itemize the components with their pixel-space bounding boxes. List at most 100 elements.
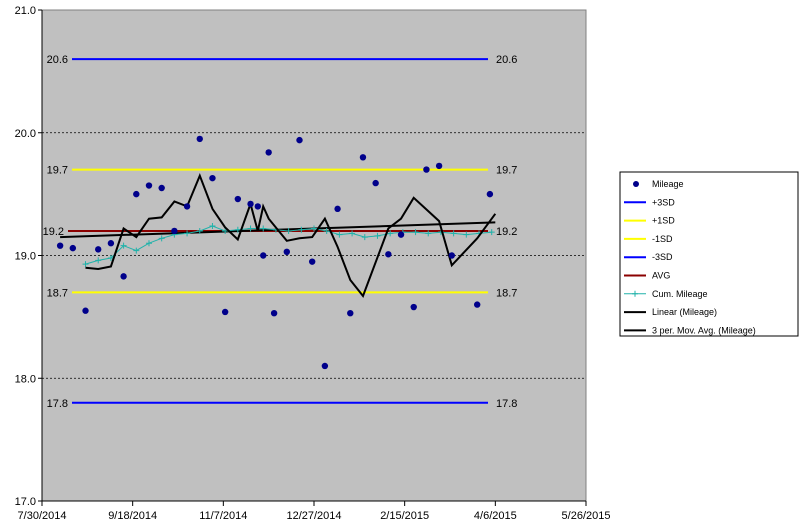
mileage-point [234, 195, 242, 203]
cum-mileage-marker [323, 227, 330, 234]
cum-mileage-marker [184, 230, 191, 237]
mileage-point [171, 227, 178, 235]
mileage-point [423, 166, 430, 173]
mileage-point [260, 252, 267, 259]
mileage-point [196, 135, 203, 143]
cum-mileage-marker [234, 226, 241, 233]
reference-lines: 20.6 20.6 19.7 19.7 18.7 18.7 17.8 17.8 19.2 19.2 [43, 54, 518, 410]
legend-box [619, 171, 799, 337]
legend-label: Mileage [652, 179, 684, 189]
y-tick-label: 20.0 [15, 128, 36, 140]
mileage-point [385, 251, 392, 258]
cum-mileage-marker [145, 240, 152, 247]
legend-label: Linear (Mileage) [652, 307, 717, 317]
x-tick-label: 2/15/2015 [380, 510, 429, 522]
cum-mileage-marker [463, 231, 470, 238]
cum-mileage-marker [158, 235, 165, 242]
axes: 17.0 18.0 19.0 20.0 21.0 7/30/2014 9/18/2014 11… [15, 5, 611, 522]
legend: Mileage +3SD +1SD -1SD -3SD AVG Cum. Mileage Li… [619, 171, 799, 337]
mileage-point [133, 190, 140, 198]
cum-mileage-marker [95, 257, 102, 264]
mileage-point [296, 136, 303, 144]
cum-mileage-marker [196, 227, 203, 234]
cum-mileage-marker [260, 225, 267, 232]
mileage-point [448, 252, 456, 259]
mileage-point [120, 273, 127, 280]
cum-mileage-marker [425, 230, 432, 237]
minus3sd-label-right: 17.8 [496, 398, 517, 410]
legend-swatch-marker [632, 290, 638, 297]
legend-label: +1SD [652, 216, 675, 226]
x-tick-label: 4/6/2015 [474, 510, 517, 522]
x-tick-label: 12/27/2014 [286, 510, 341, 522]
legend-swatch [633, 181, 639, 187]
mileage-point [410, 303, 417, 311]
cum-mileage-marker [285, 227, 292, 234]
mileage-point [265, 149, 272, 156]
y-tick-label: 21.0 [15, 5, 36, 17]
mileage-point [397, 231, 405, 238]
plus3sd-label-right: 20.6 [496, 54, 517, 66]
y-tick-label: 17.0 [15, 496, 36, 508]
x-tick-label: 9/18/2014 [108, 510, 157, 522]
mileage-point [183, 203, 191, 210]
mileage-point [359, 154, 367, 161]
mileage-point [270, 309, 278, 317]
mileage-point [107, 240, 115, 247]
cum-mileage-marker [488, 229, 495, 236]
cum-mileage-marker [349, 230, 356, 237]
legend-label: -3SD [652, 252, 673, 262]
minus1sd-label-right: 18.7 [496, 287, 517, 299]
mileage-point [308, 258, 316, 265]
mileage-point [486, 190, 494, 198]
mileage-point [221, 308, 229, 316]
avg-label-right: 19.2 [496, 226, 517, 238]
plus1sd-label-right: 19.7 [496, 165, 517, 177]
gridlines [42, 132, 586, 379]
cum-mileage-marker [222, 227, 229, 234]
cum-mileage-marker [247, 225, 254, 232]
mileage-point [95, 246, 102, 253]
mileage-point [209, 174, 216, 182]
cum-mileage-marker [133, 247, 140, 254]
mileage-point [145, 182, 153, 189]
cum-mileage-marker [82, 261, 89, 268]
mileage-point [56, 242, 64, 249]
y-tick-label: 19.0 [15, 251, 36, 263]
minus1sd-label-left: 18.7 [47, 287, 68, 299]
moving-average-line [85, 172, 497, 299]
mileage-point [69, 244, 77, 252]
minus3sd-label-left: 17.8 [47, 398, 68, 410]
mileage-point [372, 179, 379, 187]
mileage-point [283, 248, 290, 256]
cum-mileage-marker [209, 223, 216, 230]
mileage-point [334, 205, 341, 213]
cum-mileage-marker [450, 230, 457, 237]
mileage-point [474, 301, 481, 308]
series [56, 135, 497, 370]
cum-mileage-marker [336, 231, 343, 238]
legend-label: Cum. Mileage [652, 289, 708, 299]
x-tick-label: 5/26/2015 [562, 510, 611, 522]
mileage-point [82, 307, 89, 314]
mileage-point [435, 162, 443, 170]
legend-label: -1SD [652, 234, 673, 244]
legend-label: +3SD [652, 197, 675, 207]
avg-label-left: 19.2 [43, 226, 64, 238]
cum-mileage-marker [361, 234, 368, 241]
plus1sd-label-left: 19.7 [47, 165, 68, 177]
y-tick-label: 18.0 [15, 373, 36, 385]
cum-mileage-marker [412, 229, 419, 236]
mileage-point [347, 309, 354, 317]
cum-mileage-marker [120, 242, 127, 249]
plus3sd-label-left: 20.6 [47, 54, 68, 66]
cum-mileage-marker [298, 226, 305, 233]
cum-mileage-marker [387, 230, 394, 237]
x-tick-label: 7/30/2014 [18, 510, 67, 522]
cum-mileage-marker [311, 225, 317, 232]
legend-label: 3 per. Mov. Avg. (Mileage) [652, 325, 756, 335]
x-tick-label: 11/7/2014 [199, 510, 247, 522]
cum-mileage-marker [374, 232, 381, 239]
